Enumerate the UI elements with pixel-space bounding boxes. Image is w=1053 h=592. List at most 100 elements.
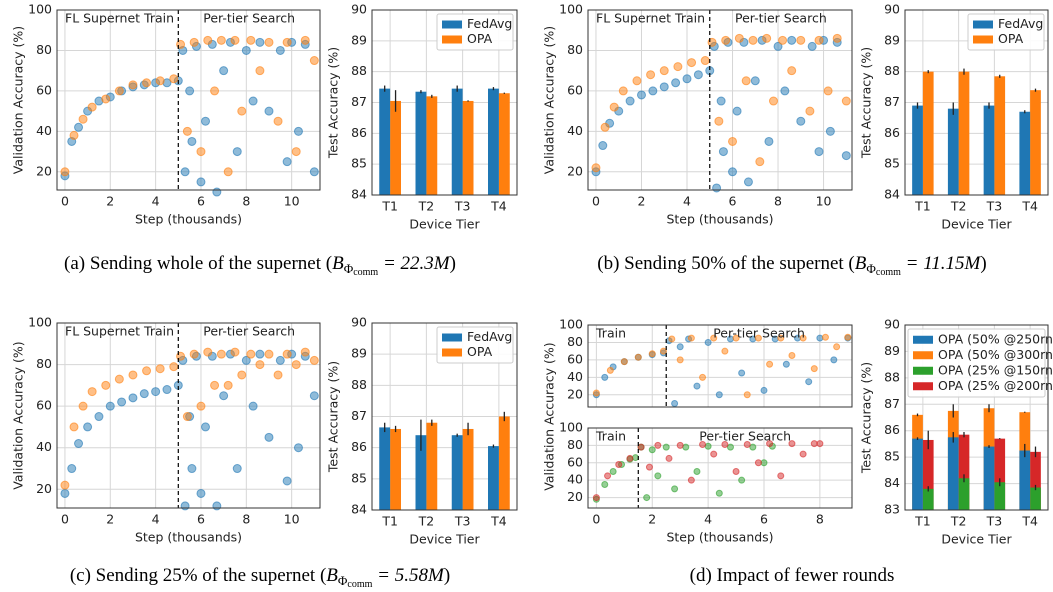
scatter-point <box>601 373 609 381</box>
scatter-point <box>714 116 724 126</box>
bar <box>498 93 510 195</box>
scatter-point <box>721 441 729 449</box>
scatter-point <box>203 35 213 45</box>
x-tick-label: 10 <box>284 194 300 209</box>
scatter-point <box>78 114 88 124</box>
scatter-point <box>142 366 152 376</box>
scatter-point <box>248 96 258 106</box>
scatter-point <box>210 380 220 390</box>
x-tick-label: 2 <box>106 194 114 209</box>
x-tick-label: T3 <box>986 199 1003 214</box>
x-axis-label: Device Tier <box>941 217 1012 232</box>
scatter-point <box>282 349 292 359</box>
axes-frame <box>56 9 321 191</box>
scatter-point <box>780 86 790 96</box>
scatter-point <box>636 90 646 100</box>
scatter-point <box>237 370 247 380</box>
scatter-point <box>699 441 707 449</box>
scatter-point <box>620 358 628 366</box>
scatter-point <box>721 347 729 355</box>
scatter-point <box>654 441 662 449</box>
scatter-point <box>814 147 824 157</box>
scatter-point <box>825 126 835 136</box>
y-tick-label: 85 <box>351 470 367 485</box>
scatter-point <box>773 41 783 51</box>
y-tick-label: 90 <box>884 2 900 17</box>
scatter-point <box>787 35 797 45</box>
scatter-point <box>604 472 612 480</box>
scatter-point <box>196 147 206 157</box>
scatter-point <box>282 476 292 486</box>
scatter-point <box>671 78 681 88</box>
scatter-point <box>275 355 285 365</box>
y-tick-label: 84 <box>884 475 900 490</box>
scatter-point <box>700 56 710 66</box>
scatter-point <box>189 349 199 359</box>
scatter-point <box>219 391 229 401</box>
scatter-point <box>264 432 274 442</box>
scatter-point <box>255 360 265 370</box>
legend-swatch <box>442 333 462 342</box>
scatter-point <box>201 116 211 126</box>
scatter-point <box>668 335 676 343</box>
scatter-point <box>216 349 226 359</box>
bar <box>922 439 934 510</box>
scatter-point <box>721 35 731 45</box>
scatter-point <box>693 382 701 390</box>
y-tick-label: 86 <box>884 125 900 140</box>
bar <box>1030 487 1041 510</box>
scatter-point <box>255 37 265 47</box>
y-tick-label: 80 <box>567 42 583 57</box>
y-tick-label: 88 <box>351 63 367 78</box>
scatter-point <box>833 343 841 351</box>
bar <box>1019 111 1031 195</box>
x-tick-label: 0 <box>592 512 600 527</box>
scatter-point <box>671 400 679 408</box>
scatter-point <box>87 387 97 397</box>
scatter-point <box>162 385 172 395</box>
y-tick-label: 40 <box>567 123 583 138</box>
y-tick-label: 84 <box>351 502 367 517</box>
scatter-point <box>710 334 718 342</box>
scatter-point <box>155 364 165 374</box>
x-tick-label: 0 <box>61 512 69 527</box>
scatter-point <box>273 116 283 126</box>
legend-swatch <box>913 335 933 344</box>
y-tick-label: 60 <box>567 454 583 469</box>
scatter-point <box>230 347 240 357</box>
bar <box>1030 451 1041 510</box>
scatter-point <box>255 66 265 76</box>
scatter-point <box>676 356 684 364</box>
scatter-point <box>223 380 233 390</box>
scatter-point <box>782 360 790 368</box>
axes-frame <box>371 9 518 196</box>
y-tick-label: 20 <box>36 481 52 496</box>
bar <box>994 76 1006 195</box>
scatter-point <box>743 391 751 399</box>
y-tick-label: 84 <box>351 187 367 202</box>
scatter-point <box>626 454 634 462</box>
scatter-point <box>237 106 247 116</box>
legend-label: OPA (25% @150rnd) <box>938 362 1053 377</box>
scatter-point <box>704 442 712 450</box>
scatter-point <box>715 489 723 497</box>
bar <box>1019 450 1031 510</box>
legend-swatch <box>973 20 993 29</box>
y-tick-label: 90 <box>884 317 900 332</box>
x-axis-label: Step (thousands) <box>135 530 242 545</box>
caption-part: ) <box>450 253 456 274</box>
x-tick-label: T4 <box>1021 199 1038 214</box>
scatter-point <box>821 333 829 341</box>
bar <box>994 438 1006 510</box>
scatter-point <box>796 116 806 126</box>
scatter-point <box>693 70 703 80</box>
phase-label: Train <box>595 326 626 341</box>
bar <box>1030 90 1041 195</box>
legend-label: FedAvg <box>467 329 512 344</box>
scatter-point <box>762 33 772 43</box>
legend-label: OPA <box>998 31 1024 46</box>
scatter-point <box>712 183 722 193</box>
scatter-point <box>230 35 240 45</box>
scatter-point <box>749 443 757 451</box>
scatter-point <box>264 349 274 359</box>
